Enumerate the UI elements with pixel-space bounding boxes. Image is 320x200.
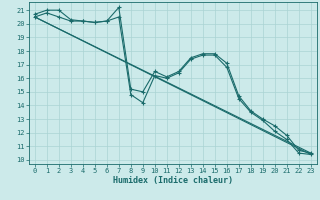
X-axis label: Humidex (Indice chaleur): Humidex (Indice chaleur): [113, 176, 233, 185]
